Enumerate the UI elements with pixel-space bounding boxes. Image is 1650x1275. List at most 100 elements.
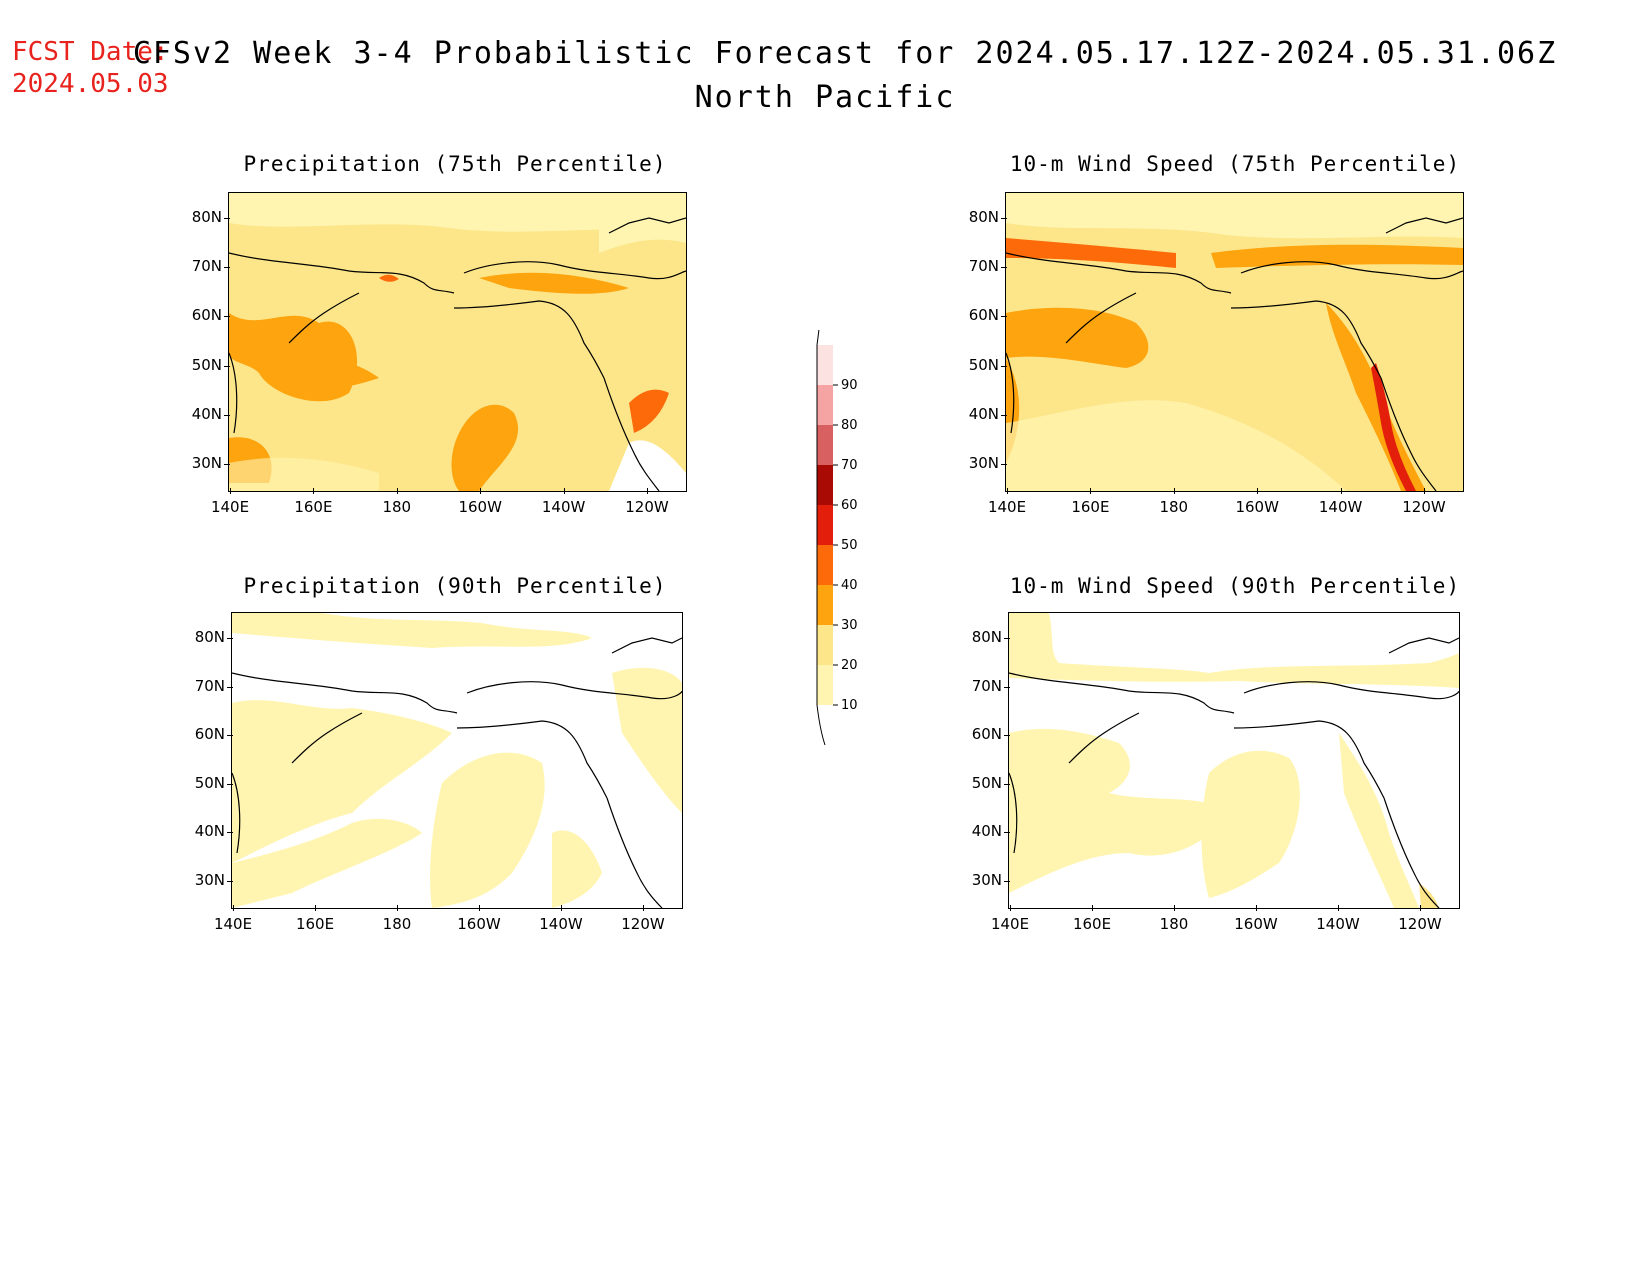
lon-tick <box>233 905 234 911</box>
map-wind75 <box>1005 192 1464 492</box>
lon-label-precip90: 160E <box>295 915 335 933</box>
colorbar-label: 30 <box>841 618 858 633</box>
lon-tick <box>1420 905 1421 911</box>
lon-label-precip75: 180 <box>382 498 412 516</box>
lon-label-precip90: 120W <box>621 915 665 933</box>
lat-tick <box>227 881 233 882</box>
lat-label-wind90: 30N <box>971 871 1002 889</box>
lat-tick <box>1004 832 1010 834</box>
main-title: CFSv2 Week 3-4 Probabilistic Forecast fo… <box>132 36 1558 71</box>
colorbar-label: 20 <box>841 658 858 673</box>
lon-tick <box>1007 488 1008 494</box>
lon-label-wind90: 180 <box>1159 915 1189 933</box>
lat-tick <box>224 414 230 416</box>
lat-label-wind75: 80N <box>968 208 999 226</box>
lon-tick <box>1340 488 1342 494</box>
lon-tick <box>480 488 482 494</box>
lat-tick <box>224 267 230 269</box>
map-precip90 <box>231 612 683 909</box>
lon-label-wind90: 160W <box>1234 915 1278 933</box>
forecast-date: FCST Date: 2024.05.03 <box>12 36 169 100</box>
colorbar-label: 60 <box>841 498 858 513</box>
lon-label-precip75: 160W <box>458 498 502 516</box>
lon-label-precip75: 140E <box>210 498 250 516</box>
colorbar-bottom-cap <box>816 704 826 746</box>
lon-label-precip90: 180 <box>382 915 412 933</box>
lon-tick <box>313 488 315 494</box>
panel-title-wind90: 10-m Wind Speed (90th Percentile) <box>1009 574 1461 598</box>
lon-label-wind90: 140W <box>1316 915 1360 933</box>
panel-title-precip90: Precipitation (90th Percentile) <box>243 574 667 598</box>
region-subtitle: North Pacific <box>694 80 956 115</box>
lat-label-wind90: 80N <box>971 628 1002 646</box>
lat-label-wind90: 40N <box>971 822 1002 841</box>
colorbar-segment <box>817 585 833 625</box>
lon-tick <box>563 488 565 494</box>
lon-label-wind75: 120W <box>1402 498 1446 516</box>
lat-tick <box>1001 414 1007 416</box>
lat-tick <box>227 686 233 688</box>
lon-label-wind75: 180 <box>1159 498 1189 516</box>
lat-tick <box>1004 881 1010 882</box>
lon-tick <box>1090 488 1092 494</box>
colorbar-segment <box>817 665 833 705</box>
fcst-label: FCST Date: <box>12 37 169 67</box>
map-precip75 <box>228 192 687 492</box>
lon-tick <box>479 905 480 911</box>
lon-tick <box>561 905 562 911</box>
lat-label-wind90: 70N <box>971 676 1002 695</box>
lat-tick <box>227 783 233 785</box>
lat-label-precip90: 30N <box>194 871 225 889</box>
lon-label-wind90: 120W <box>1398 915 1442 933</box>
lat-tick <box>1001 464 1007 465</box>
lat-tick <box>1001 316 1007 318</box>
lat-label-precip75: 70N <box>191 257 222 276</box>
lon-tick <box>1338 905 1339 911</box>
lon-label-wind90: 160E <box>1072 915 1112 933</box>
lon-label-wind75: 140W <box>1318 498 1363 516</box>
lat-tick <box>1001 267 1007 269</box>
lon-label-wind75: 160W <box>1235 498 1279 516</box>
lon-label-precip90: 140E <box>213 915 253 933</box>
lat-label-precip75: 60N <box>191 306 222 325</box>
lon-label-wind75: 160E <box>1071 498 1110 516</box>
colorbar-label: 10 <box>841 698 858 713</box>
lat-label-precip75: 30N <box>191 454 222 472</box>
colorbar: 10 20 30 40 50 60 70 80 90 <box>800 304 860 754</box>
lat-label-wind75: 50N <box>968 355 999 374</box>
lon-tick <box>1256 905 1257 911</box>
lat-label-precip75: 80N <box>191 208 222 226</box>
lat-label-precip75: 50N <box>191 355 222 374</box>
lat-tick <box>224 365 230 367</box>
lon-tick <box>647 488 648 494</box>
lat-tick <box>224 316 230 318</box>
lon-label-precip90: 140W <box>539 915 583 933</box>
lat-label-precip90: 70N <box>194 676 225 695</box>
colorbar-segment <box>817 505 833 545</box>
lat-label-wind75: 40N <box>968 404 999 423</box>
lat-tick <box>1001 218 1007 219</box>
lat-label-precip90: 80N <box>194 628 225 646</box>
lat-label-wind75: 70N <box>968 257 999 276</box>
lat-tick <box>1004 638 1010 639</box>
map-wind90 <box>1008 612 1460 909</box>
colorbar-segment <box>817 345 833 385</box>
lon-tick <box>230 488 231 494</box>
lat-tick <box>227 735 233 737</box>
lat-label-precip90: 60N <box>194 725 225 744</box>
colorbar-segment <box>817 545 833 585</box>
panel-title-wind75: 10-m Wind Speed (75th Percentile) <box>1009 152 1461 176</box>
lon-label-wind90: 140E <box>990 915 1030 933</box>
colorbar-segment <box>817 625 833 665</box>
lon-tick <box>396 488 398 494</box>
lon-tick <box>1257 488 1259 494</box>
colorbar-segment <box>817 425 833 465</box>
lon-tick <box>1424 488 1425 494</box>
lon-tick <box>315 905 316 911</box>
colorbar-label: 40 <box>841 578 858 593</box>
lat-label-wind90: 50N <box>971 773 1002 792</box>
lat-tick <box>1004 686 1010 688</box>
lat-tick <box>1004 783 1010 785</box>
colorbar-label: 50 <box>841 538 858 553</box>
panel-title-precip75: Precipitation (75th Percentile) <box>243 152 667 176</box>
